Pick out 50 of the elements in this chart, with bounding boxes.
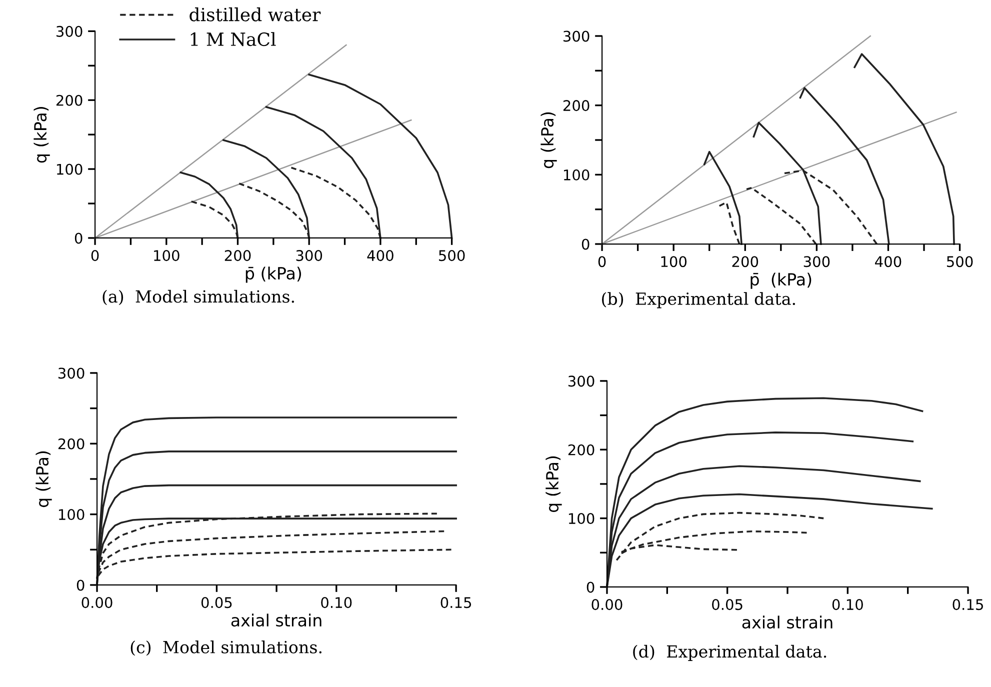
x-tick-label: 0.10 — [321, 597, 352, 608]
x-tick-label: 100 — [661, 256, 687, 268]
y-axis-title: q (kPa) — [34, 106, 50, 163]
y-tick-label: 300 — [568, 376, 594, 387]
y-tick-label: 100 — [56, 164, 82, 175]
x-tick-label: 0.00 — [592, 599, 622, 610]
y-tick-label: 100 — [564, 169, 590, 180]
x-axis-title: p̄ (kPa) — [750, 272, 812, 289]
x-tick-label: 0 — [598, 256, 606, 268]
x-tick-label: 0.15 — [952, 599, 983, 610]
x-tick-label: 0.00 — [82, 597, 112, 608]
text: (b) Experimental data. — [602, 292, 795, 308]
y-tick-label: 0 — [76, 580, 84, 591]
y-tick-label: 200 — [568, 444, 594, 456]
y-tick-label: 0 — [74, 232, 82, 244]
y-tick-label: 300 — [58, 368, 84, 379]
legend-label: distilled water — [190, 7, 321, 22]
x-tick-label: 100 — [154, 250, 180, 262]
x-tick-label: 0.05 — [712, 599, 742, 610]
y-tick-label: 300 — [56, 26, 82, 37]
x-tick-label: 500 — [946, 256, 973, 268]
y-axis-title: q (kPa) — [36, 451, 52, 508]
x-tick-label: 200 — [224, 250, 251, 262]
x-tick-label: 0.10 — [832, 599, 863, 610]
y-axis-title: q (kPa) — [540, 112, 557, 168]
x-axis-title: p̄ (kPa) — [246, 266, 302, 283]
x-tick-label: 400 — [367, 250, 394, 262]
x-tick-label: 300 — [296, 250, 322, 262]
x-axis-title: axial strain — [231, 614, 322, 627]
x-axis-title: axial strain — [742, 616, 832, 629]
text: (c) Model simulations. — [130, 640, 322, 656]
y-tick-label: 200 — [563, 100, 590, 112]
y-axis-title: q (kPa) — [546, 456, 562, 512]
legend-label: 1 M NaCl — [190, 32, 276, 46]
y-tick-label: 0 — [582, 238, 590, 250]
x-tick-label: 0.05 — [201, 597, 232, 608]
y-tick-label: 100 — [58, 509, 84, 520]
x-tick-label: 500 — [439, 250, 465, 262]
x-tick-label: 0 — [91, 250, 99, 262]
x-tick-label: 0.15 — [440, 597, 472, 608]
y-tick-label: 100 — [568, 513, 594, 524]
x-tick-label: 300 — [804, 256, 830, 268]
y-tick-label: 300 — [564, 30, 590, 42]
y-tick-label: 0 — [586, 582, 594, 593]
y-tick-label: 200 — [56, 94, 82, 106]
text: (a) Model simulations. — [102, 290, 294, 306]
x-tick-label: 200 — [732, 256, 758, 268]
text: (d) Experimental data. — [633, 644, 826, 661]
y-tick-label: 200 — [58, 438, 84, 450]
x-tick-label: 400 — [875, 256, 902, 268]
